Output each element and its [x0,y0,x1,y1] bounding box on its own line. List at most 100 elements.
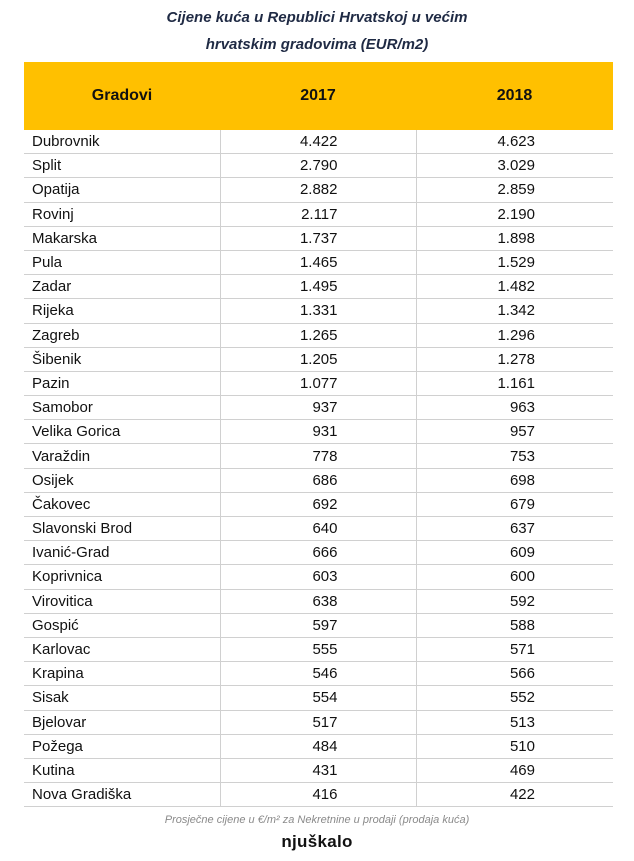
price-cell: 484 [220,734,417,759]
price-cell: 517 [220,710,417,735]
price-cell: 588 [416,613,613,638]
city-cell: Zadar [24,274,221,300]
table-row: Velika Gorica 931 957 [24,419,613,445]
price-cell: 1.296 [416,323,613,348]
price-cell: 679 [416,492,613,518]
city-cell: Pazin [24,371,221,397]
price-cell: 571 [416,637,613,663]
table-row: Slavonski Brod 640 637 [24,516,613,542]
price-cell: 1.482 [416,274,613,300]
price-cell: 609 [416,540,613,566]
city-cell: Samobor [24,395,221,421]
price-cell: 1.205 [220,347,417,372]
table-row: Pazin 1.077 1.161 [24,371,613,397]
table-row: Koprivnica 603 600 [24,564,613,590]
city-cell: Dubrovnik [24,130,221,155]
city-cell: Bjelovar [24,710,221,735]
table-row: Gospić 597 588 [24,613,613,638]
price-cell: 431 [220,758,417,784]
city-cell: Rovinj [24,202,221,227]
table-row: Ivanić-Grad 666 609 [24,540,613,566]
price-cell: 4.623 [416,130,613,155]
price-cell: 640 [220,516,417,542]
city-cell: Varaždin [24,443,221,469]
city-cell: Opatija [24,177,221,203]
price-cell: 513 [416,710,613,735]
price-cell: 963 [416,395,613,421]
city-cell: Rijeka [24,298,221,324]
price-cell: 2.882 [220,177,417,203]
price-cell: 1.265 [220,323,417,348]
city-cell: Koprivnica [24,564,221,590]
city-cell: Virovitica [24,589,221,614]
price-cell: 957 [416,419,613,445]
table-row: Rovinj 2.117 2.190 [24,202,613,227]
price-cell: 2.117 [220,202,417,227]
price-cell: 931 [220,419,417,445]
price-cell: 600 [416,564,613,590]
table-row: Kutina 431 469 [24,758,613,784]
price-cell: 554 [220,685,417,711]
price-cell: 1.342 [416,298,613,324]
table-row: Šibenik 1.205 1.278 [24,347,613,372]
city-cell: Pula [24,250,221,276]
city-cell: Gospić [24,613,221,638]
city-cell: Šibenik [24,347,221,372]
price-table: Gradovi 2017 2018 Dubrovnik 4.422 4.623 Split… [24,62,613,808]
city-cell: Makarska [24,226,221,251]
logo: njuškalo [281,832,353,851]
price-cell: 566 [416,661,613,687]
price-cell: 1.278 [416,347,613,372]
price-cell: 2.190 [416,202,613,227]
title: Cijene kuća u Republici Hrvatskoj u veći… [166,9,468,26]
table-row: Nova Gradiška 416 422 [24,782,613,808]
price-cell: 469 [416,758,613,784]
price-cell: 1.898 [416,226,613,251]
title: hrvatskim gradovima (EUR/m2) [205,36,429,53]
price-cell: 416 [220,782,417,808]
table-row: Zagreb 1.265 1.296 [24,323,613,348]
price-cell: 2.859 [416,177,613,203]
city-cell: Kutina [24,758,221,784]
city-cell: Krapina [24,661,221,687]
price-cell: 937 [220,395,417,421]
price-cell: 4.422 [220,130,417,155]
table-row: Pula 1.465 1.529 [24,250,613,276]
column-header: 2018 [416,62,613,130]
price-cell: 698 [416,468,613,493]
price-cell: 753 [416,443,613,469]
table-row: Karlovac 555 571 [24,637,613,663]
city-cell: Velika Gorica [24,419,221,445]
city-cell: Požega [24,734,221,759]
table-row: Bjelovar 517 513 [24,710,613,735]
table-row: Sisak 554 552 [24,685,613,711]
price-cell: 3.029 [416,153,613,179]
table-row: Split 2.790 3.029 [24,153,613,179]
city-cell: Split [24,153,221,179]
price-cell: 592 [416,589,613,614]
column-header: 2017 [220,62,416,130]
table-row: Rijeka 1.331 1.342 [24,298,613,324]
city-cell: Zagreb [24,323,221,348]
footnote: Prosječne cijene u €/m² za Nekretnine u … [164,814,470,826]
table-row: Čakovec 692 679 [24,492,613,518]
table-row: Makarska 1.737 1.898 [24,226,613,251]
price-cell: 778 [220,443,417,469]
table-row: Virovitica 638 592 [24,589,613,614]
price-cell: 1.077 [220,371,417,397]
city-cell: Karlovac [24,637,221,663]
table-row: Samobor 937 963 [24,395,613,421]
table-row: Krapina 546 566 [24,661,613,687]
price-cell: 1.737 [220,226,417,251]
price-cell: 552 [416,685,613,711]
price-cell: 510 [416,734,613,759]
price-cell: 1.161 [416,371,613,397]
price-cell: 597 [220,613,417,638]
price-cell: 422 [416,782,613,808]
price-cell: 1.529 [416,250,613,276]
column-header: Gradovi [24,62,220,130]
city-cell: Sisak [24,685,221,711]
price-cell: 555 [220,637,417,663]
header-row: Gradovi 2017 2018 [24,62,613,130]
